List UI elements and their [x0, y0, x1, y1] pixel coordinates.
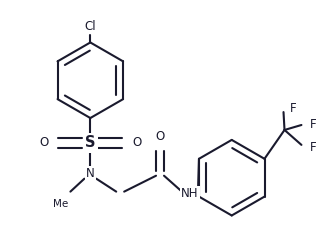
Text: Me: Me — [53, 199, 68, 209]
Text: S: S — [85, 135, 96, 150]
Text: O: O — [132, 136, 141, 149]
Text: F: F — [309, 141, 316, 154]
Text: NH: NH — [181, 187, 199, 200]
Text: O: O — [155, 130, 165, 143]
Text: N: N — [86, 167, 95, 180]
Text: O: O — [39, 136, 48, 149]
Text: F: F — [290, 102, 296, 115]
Text: Cl: Cl — [85, 20, 96, 32]
Text: F: F — [309, 119, 316, 131]
